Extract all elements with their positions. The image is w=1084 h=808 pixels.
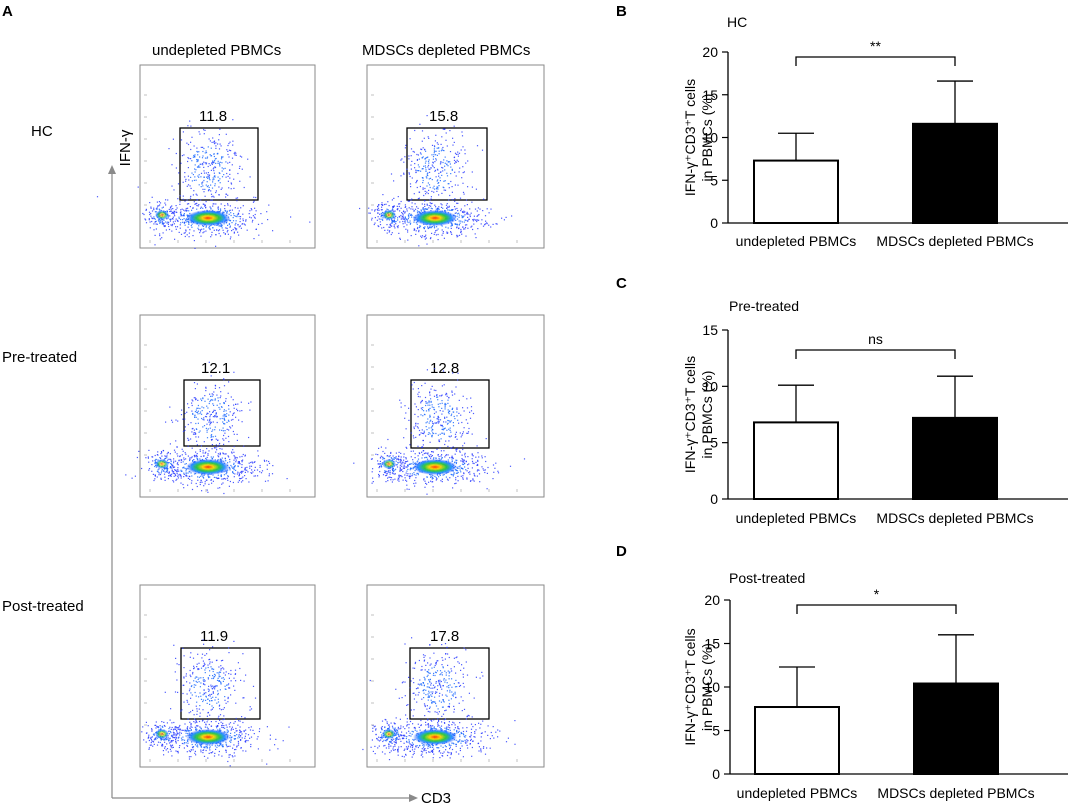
row-label-post-treated: Post-treated — [2, 598, 84, 615]
y-tick-label-c-3: 15 — [702, 322, 718, 338]
y-axis-label-b: IFN-γ⁺CD3⁺T cellsin PBMCs (%) — [682, 79, 715, 196]
bar-d-0 — [755, 707, 839, 774]
panel-a: A undepleted PBMCs MDSCs depleted PBMCs … — [2, 3, 544, 807]
y-axis-label-d: IFN-γ⁺CD3⁺T cellsin PBMCs (%) — [682, 628, 715, 745]
column-title-undepleted: undepleted PBMCs — [152, 42, 281, 59]
y-tick-label-d-4: 20 — [704, 592, 720, 608]
category-label-d-1: MDSCs depleted PBMCs — [877, 785, 1034, 801]
density-clouds — [97, 95, 525, 766]
gate-hc-undepleted — [180, 128, 258, 200]
y-tick-label-b-4: 20 — [702, 44, 718, 60]
significance-label-d: * — [874, 586, 880, 602]
row-label-hc: HC — [31, 123, 53, 140]
gate-value-pre-undepleted: 12.1 — [201, 360, 230, 377]
row-label-pre-treated: Pre-treated — [2, 349, 77, 366]
gate-value-hc-undepleted: 11.8 — [199, 108, 227, 125]
category-label-b-0: undepleted PBMCs — [736, 233, 857, 249]
bar-c-0 — [754, 422, 838, 499]
y-tick-label-d-0: 0 — [712, 766, 720, 782]
y-axis-label-line-d-1: in PBMCs (%) — [699, 643, 715, 731]
bar-d-1 — [914, 684, 998, 774]
significance-label-b: ** — [870, 38, 881, 54]
panel-c-title: Pre-treated — [729, 298, 799, 314]
y-axis-label-line-b-0: IFN-γ⁺CD3⁺T cells — [682, 79, 698, 196]
significance-bracket-d — [797, 605, 956, 614]
y-axis-label-line-b-1: in PBMCs (%) — [699, 94, 715, 182]
significance-bracket-b — [796, 57, 955, 66]
gate-value-hc-depleted: 15.8 — [429, 108, 458, 125]
y-axis-label-line-c-1: in PBMCs (%) — [699, 371, 715, 459]
panel-b-label: B — [616, 3, 627, 20]
gate-pre-undepleted — [184, 380, 260, 446]
gate-pre-depleted — [411, 380, 489, 448]
y-axis-label-c: IFN-γ⁺CD3⁺T cellsin PBMCs (%) — [682, 356, 715, 473]
bar-c-1 — [913, 418, 997, 499]
category-label-b-1: MDSCs depleted PBMCs — [876, 233, 1033, 249]
y-tick-label-b-0: 0 — [710, 215, 718, 231]
panel-d-title: Post-treated — [729, 570, 805, 586]
panel-a-label: A — [2, 3, 13, 20]
panel-b-title: HC — [727, 14, 747, 30]
category-label-c-1: MDSCs depleted PBMCs — [876, 510, 1033, 526]
category-label-c-0: undepleted PBMCs — [736, 510, 857, 526]
y-axis-label-line-d-0: IFN-γ⁺CD3⁺T cells — [682, 628, 698, 745]
panel-d-label: D — [616, 543, 627, 560]
ifn-gamma-axis-arrow — [108, 165, 116, 174]
significance-bracket-c — [796, 350, 955, 359]
cd3-axis-label: CD3 — [421, 790, 451, 807]
bar-b-0 — [754, 161, 838, 223]
bar-b-1 — [913, 124, 997, 223]
y-tick-label-c-0: 0 — [710, 491, 718, 507]
panel-c-label: C — [616, 275, 627, 292]
category-label-d-0: undepleted PBMCs — [737, 785, 858, 801]
y-axis-label-line-c-0: IFN-γ⁺CD3⁺T cells — [682, 356, 698, 473]
ifn-gamma-axis-label: IFN-γ — [117, 129, 134, 166]
significance-label-c: ns — [868, 331, 883, 347]
gate-value-post-depleted: 17.8 — [430, 628, 459, 645]
figure-canvas: A undepleted PBMCs MDSCs depleted PBMCs … — [0, 0, 1084, 808]
gate-value-post-undepleted: 11.9 — [200, 628, 228, 645]
column-title-depleted: MDSCs depleted PBMCs — [362, 42, 530, 59]
cd3-axis-arrow — [409, 794, 418, 802]
